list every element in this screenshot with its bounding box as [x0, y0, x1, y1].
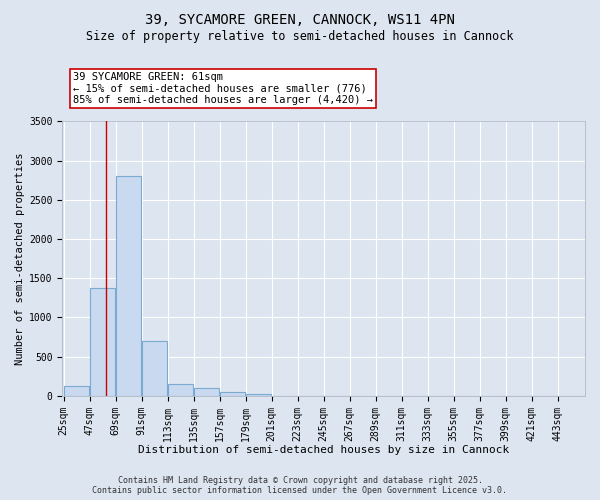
- Bar: [116, 176, 142, 396]
- Bar: [64, 386, 89, 396]
- Bar: [220, 392, 245, 396]
- Text: 39, SYCAMORE GREEN, CANNOCK, WS11 4PN: 39, SYCAMORE GREEN, CANNOCK, WS11 4PN: [145, 12, 455, 26]
- Bar: [90, 288, 115, 396]
- Text: Contains HM Land Registry data © Crown copyright and database right 2025.
Contai: Contains HM Land Registry data © Crown c…: [92, 476, 508, 495]
- X-axis label: Distribution of semi-detached houses by size in Cannock: Distribution of semi-detached houses by …: [138, 445, 509, 455]
- Y-axis label: Number of semi-detached properties: Number of semi-detached properties: [15, 152, 25, 365]
- Bar: [194, 388, 220, 396]
- Bar: [142, 341, 167, 396]
- Bar: [168, 384, 193, 396]
- Bar: [246, 394, 271, 396]
- Text: 39 SYCAMORE GREEN: 61sqm
← 15% of semi-detached houses are smaller (776)
85% of : 39 SYCAMORE GREEN: 61sqm ← 15% of semi-d…: [73, 72, 373, 105]
- Text: Size of property relative to semi-detached houses in Cannock: Size of property relative to semi-detach…: [86, 30, 514, 43]
